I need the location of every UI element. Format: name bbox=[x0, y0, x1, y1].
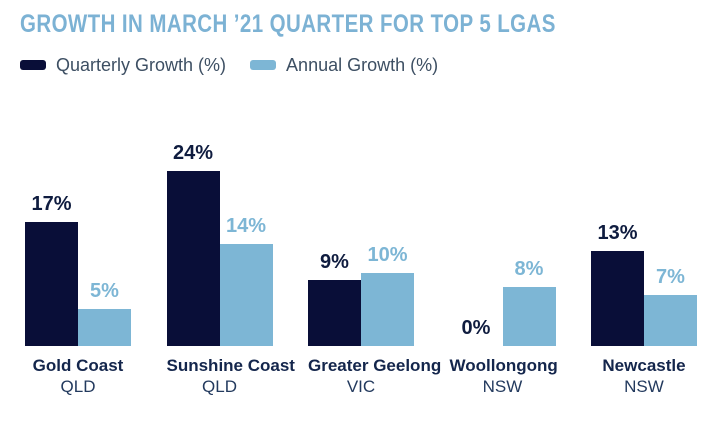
bar-group-woollongong: 0% 8% bbox=[450, 258, 556, 346]
value-label-quarterly-newcastle: 13% bbox=[597, 221, 638, 244]
value-label-quarterly-gold-coast: 17% bbox=[31, 192, 72, 215]
category-labels-row: Gold Coast QLD Sunshine Coast QLD Greater Ge… bbox=[25, 355, 697, 398]
bar-quarterly-gold-coast bbox=[25, 221, 78, 346]
category-name: Greater Geelong bbox=[308, 355, 442, 375]
category-label-sunshine-coast: Sunshine Coast QLD bbox=[166, 355, 295, 398]
category-name: Woollongong bbox=[449, 355, 558, 375]
category-state: NSW bbox=[624, 377, 664, 396]
value-label-annual-gold-coast: 5% bbox=[90, 280, 119, 303]
bar-annual-newcastle bbox=[644, 294, 697, 346]
value-label-quarterly-sunshine-coast: 24% bbox=[172, 141, 214, 164]
bar-annual-gold-coast bbox=[78, 309, 131, 346]
legend-item-quarterly-growth: Quarterly Growth (%) bbox=[20, 55, 226, 76]
bar-group-gold-coast: 17% 5% bbox=[25, 193, 131, 346]
bar-wrap-quarterly-gold-coast: 17% bbox=[25, 193, 78, 346]
value-label-annual-newcastle: 7% bbox=[656, 265, 685, 288]
bars-row: 17% 5% 24% 14% 9% 10% 0% 8% 13% 7% bbox=[25, 91, 697, 346]
category-label-greater-geelong: Greater Geelong VIC bbox=[308, 355, 442, 398]
bar-annual-woollongong bbox=[502, 287, 556, 346]
bar-wrap-quarterly-newcastle: 13% bbox=[591, 222, 644, 346]
bar-group-newcastle: 13% 7% bbox=[591, 222, 697, 346]
bar-quarterly-sunshine-coast bbox=[166, 170, 220, 346]
value-label-quarterly-greater-geelong: 9% bbox=[320, 251, 349, 274]
bar-wrap-quarterly-greater-geelong: 9% bbox=[308, 251, 361, 346]
bar-wrap-annual-woollongong: 8% bbox=[502, 258, 556, 346]
category-label-gold-coast: Gold Coast QLD bbox=[25, 355, 131, 398]
bar-group-greater-geelong: 9% 10% bbox=[308, 244, 414, 346]
quarterly-growth-swatch-icon bbox=[20, 60, 46, 71]
bar-wrap-annual-gold-coast: 5% bbox=[78, 280, 131, 346]
value-label-annual-sunshine-coast: 14% bbox=[225, 214, 267, 237]
value-label-annual-greater-geelong: 10% bbox=[367, 243, 408, 266]
legend-label-annual-growth: Annual Growth (%) bbox=[286, 54, 439, 75]
category-name: Gold Coast bbox=[32, 355, 124, 375]
value-label-annual-woollongong: 8% bbox=[514, 258, 544, 281]
category-state: QLD bbox=[202, 377, 237, 396]
bar-chart: 17% 5% 24% 14% 9% 10% 0% 8% 13% 7% Gold Coast QLD S… bbox=[25, 91, 697, 398]
legend-label-quarterly-growth: Quarterly Growth (%) bbox=[56, 54, 227, 75]
category-name: Newcastle bbox=[602, 355, 686, 375]
legend-item-annual-growth: Annual Growth (%) bbox=[250, 55, 438, 76]
value-label-quarterly-woollongong: 0% bbox=[461, 316, 491, 339]
category-label-newcastle: Newcastle NSW bbox=[591, 355, 697, 398]
legend: Quarterly Growth (%) Annual Growth (%) bbox=[20, 55, 728, 76]
bar-group-sunshine-coast: 24% 14% bbox=[166, 141, 273, 346]
chart-title: GROWTH IN MARCH ’21 QUARTER FOR TOP 5 LG… bbox=[20, 10, 556, 38]
bar-annual-sunshine-coast bbox=[219, 243, 273, 346]
bar-wrap-annual-sunshine-coast: 14% bbox=[219, 214, 273, 346]
bar-wrap-annual-newcastle: 7% bbox=[644, 266, 697, 346]
category-name: Sunshine Coast bbox=[166, 355, 295, 375]
category-state: NSW bbox=[482, 377, 523, 396]
category-state: QLD bbox=[60, 377, 96, 396]
bar-wrap-quarterly-sunshine-coast: 24% bbox=[166, 141, 220, 346]
bar-wrap-quarterly-woollongong: 0% bbox=[450, 317, 503, 346]
bar-quarterly-greater-geelong bbox=[308, 280, 361, 346]
bar-annual-greater-geelong bbox=[361, 272, 414, 346]
bar-wrap-annual-greater-geelong: 10% bbox=[361, 244, 414, 346]
annual-growth-swatch-icon bbox=[250, 60, 277, 71]
category-state: VIC bbox=[346, 377, 376, 396]
bar-quarterly-newcastle bbox=[591, 250, 644, 346]
category-label-woollongong: Woollongong NSW bbox=[449, 355, 558, 398]
